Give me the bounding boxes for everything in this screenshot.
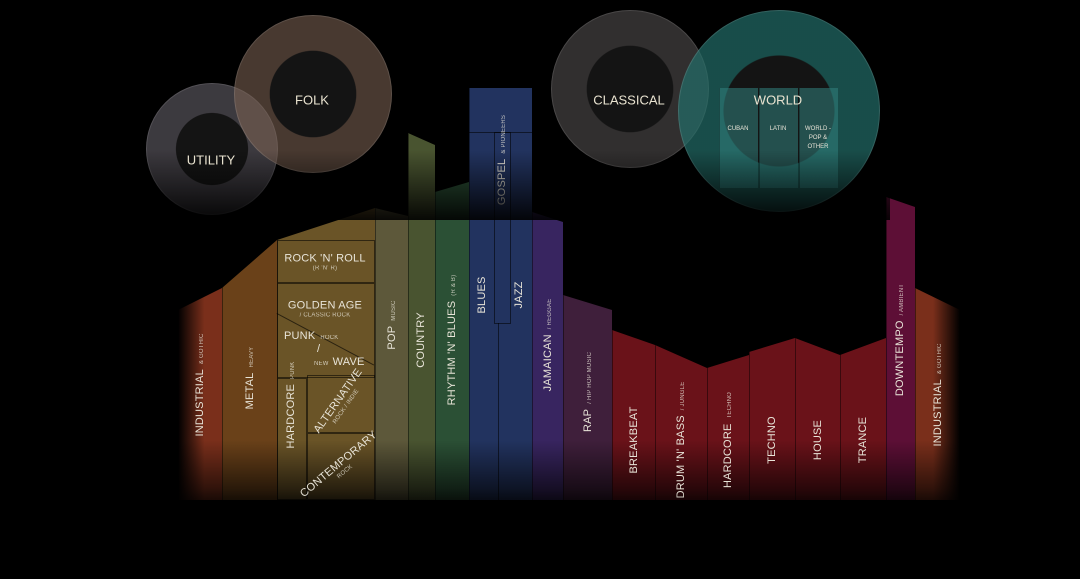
blues-top-divider [469, 132, 532, 133]
genre-subtitle: HEAVY [249, 346, 255, 368]
world-sub-label-other: WORLD - POP & OTHER [805, 126, 831, 150]
label-blues: BLUES [476, 276, 488, 313]
label-hardcore-techno: HARDCORE TECHNO [722, 392, 734, 488]
label-rnb: RHYTHM 'N' BLUES (R & B) [446, 275, 458, 406]
bottom-fade [0, 489, 1080, 579]
label-house: HOUSE [812, 420, 824, 460]
genre-subtitle: & GOTHIC [937, 343, 943, 375]
label-jamaican: JAMAICAN / REGGAE [542, 299, 554, 392]
genre-name: INDUSTRIAL [194, 369, 206, 437]
label-slash: / [317, 343, 321, 355]
genre-name: BLUES [476, 276, 488, 314]
rock-subgenre-block [277, 240, 375, 283]
genre-subtitle: (R 'N' R) [312, 265, 338, 272]
world-sub-label-cuban: CUBAN [727, 126, 749, 132]
circle-label-folk: FOLK [295, 92, 329, 108]
genre-subtitle: & GOTHIC [199, 333, 205, 365]
label-country: COUNTRY [415, 312, 427, 368]
genre-subtitle: PUNK [290, 361, 296, 379]
genre-subtitle: NEW [314, 361, 329, 367]
label-industrial-left: INDUSTRIAL & GOTHIC [194, 333, 206, 436]
label-trance: TRANCE [857, 417, 869, 463]
label-new-wave: NEW WAVE [314, 357, 365, 370]
label-drum-n-bass: DRUM 'N' BASS / JUNGLE [675, 382, 687, 499]
label-rap: RAP / HIP HOP MUSIC [582, 352, 594, 432]
genre-name: HARDCORE [285, 383, 297, 449]
circle-label-utility: UTILITY [186, 152, 236, 168]
genre-subtitle: TECHNO [727, 391, 733, 419]
genre-name: DOWNTEMPO [894, 320, 906, 397]
genre-name: HARDCORE [722, 423, 734, 489]
label-hardcore-punk: HARDCORE PUNK [285, 361, 297, 448]
column-rock[interactable] [277, 208, 375, 500]
genre-subtitle: / REGGAE [547, 298, 553, 330]
genre-name: RAP [582, 408, 594, 433]
world-sub-label-latin: LATIN [769, 126, 787, 132]
genre-name: GOLDEN AGE [287, 299, 363, 312]
label-rock-n-roll: ROCK 'N' ROLL (R 'N' R) [284, 253, 365, 272]
genre-name: PUNK [284, 330, 316, 342]
label-golden-age: GOLDEN AGE / CLASSIC ROCK [288, 300, 362, 319]
genre-name: RHYTHM 'N' BLUES [446, 300, 458, 406]
genre-name: POP [386, 325, 398, 350]
genre-name: COUNTRY [415, 312, 427, 368]
rock-subgenre-block [307, 375, 375, 433]
genre-name: INDUSTRIAL [932, 379, 944, 447]
circle-folk[interactable] [234, 15, 392, 173]
label-metal: METAL HEAVY [244, 347, 256, 410]
genre-subtitle: / JUNGLE [680, 381, 686, 411]
genre-subtitle: ROCK [320, 335, 339, 341]
circle-label-classical: CLASSICAL [593, 92, 665, 108]
genre-subtitle: / AMBIENT [899, 283, 905, 316]
world-subcolumn-cuban[interactable] [719, 88, 758, 188]
blues-jazz-divider [498, 323, 499, 500]
column-pop[interactable] [375, 208, 408, 500]
genre-name: TECHNO [766, 416, 778, 464]
label-pop: POP MUSIC [386, 300, 398, 349]
genre-subtitle: / CLASSIC ROCK [299, 312, 351, 319]
genre-name: WAVE [332, 356, 365, 368]
column-industrial-left[interactable] [178, 288, 222, 500]
label-jazz: JAZZ [513, 281, 525, 308]
genre-name: JAZZ [513, 281, 525, 309]
genre-name: HOUSE [812, 419, 824, 461]
label-industrial-right: INDUSTRIAL & GOTHIC [932, 343, 944, 446]
circle-label-world: WORLD [753, 92, 803, 108]
genre-subtitle: / HIP HOP MUSIC [587, 351, 593, 404]
genre-name: ROCK 'N' ROLL [284, 252, 366, 265]
rock-subgenre-block [277, 283, 375, 378]
label-techno: TECHNO [766, 416, 778, 464]
column-techno[interactable] [749, 338, 795, 500]
genre-name: BREAKBEAT [628, 406, 640, 474]
genre-name: JAMAICAN [542, 334, 554, 392]
genre-name: DRUM 'N' BASS [675, 415, 687, 499]
label-breakbeat: BREAKBEAT [628, 406, 640, 473]
genre-name: TRANCE [857, 416, 869, 464]
label-downtempo: DOWNTEMPO / AMBIENT [894, 284, 906, 396]
genre-subtitle: (R & B) [451, 274, 457, 296]
label-punk: PUNK ROCK [284, 331, 339, 344]
genre-subtitle: MUSIC [391, 300, 397, 321]
genre-name: METAL [244, 372, 256, 410]
